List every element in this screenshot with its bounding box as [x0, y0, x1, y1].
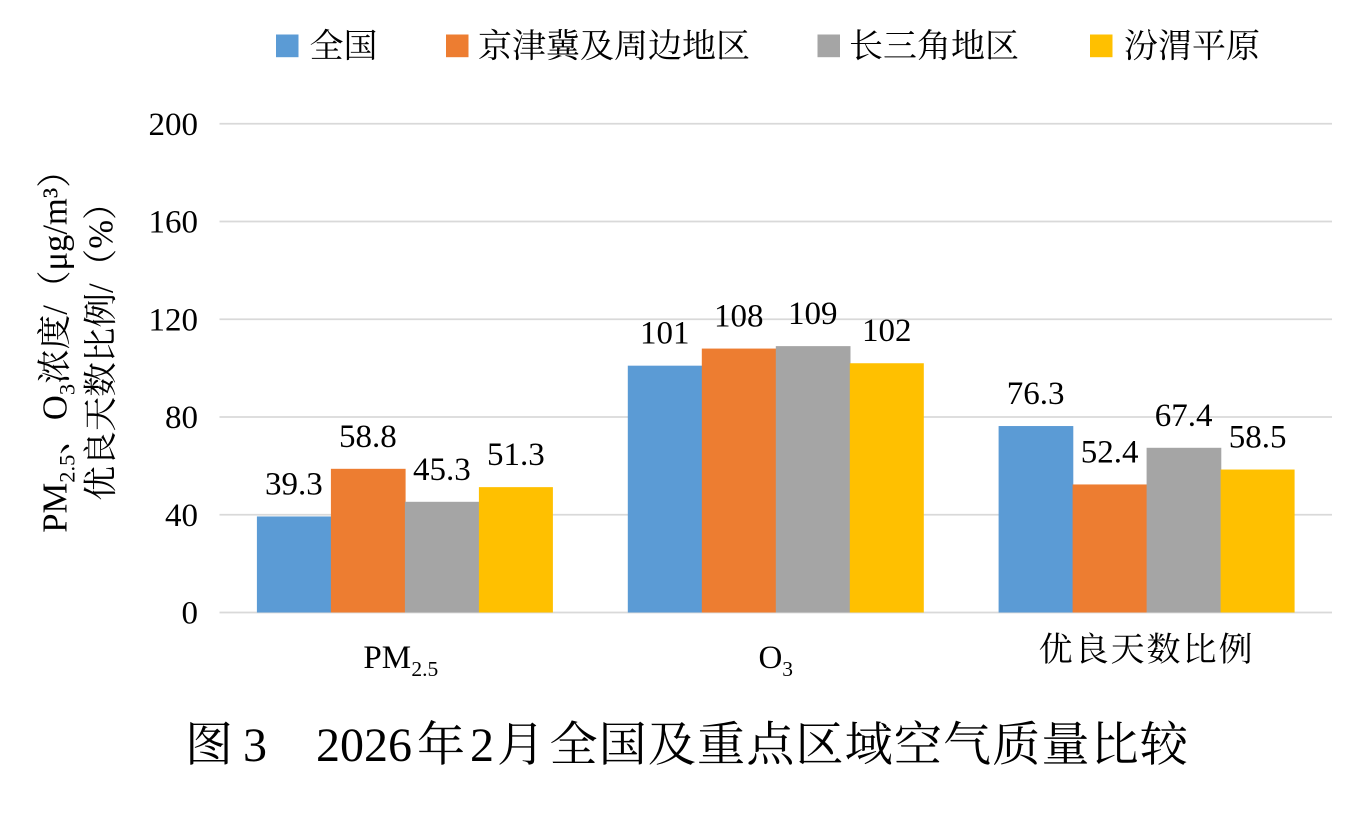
- svg-text:120: 120: [149, 302, 199, 338]
- svg-text:39.3: 39.3: [265, 466, 323, 502]
- svg-text:/: /: [83, 283, 121, 293]
- svg-text:108: 108: [714, 299, 764, 335]
- svg-text:52.4: 52.4: [1081, 434, 1139, 470]
- svg-text:μg/m³: μg/m³: [37, 188, 75, 271]
- svg-text:2026: 2026: [316, 719, 412, 772]
- svg-text:51.3: 51.3: [487, 437, 545, 473]
- svg-text:3: 3: [243, 719, 267, 772]
- svg-text:2.5: 2.5: [55, 455, 80, 483]
- svg-text:58.8: 58.8: [339, 419, 397, 455]
- svg-text:67.4: 67.4: [1155, 398, 1213, 434]
- svg-text:160: 160: [149, 205, 199, 241]
- svg-text:58.5: 58.5: [1229, 420, 1287, 456]
- svg-text:40: 40: [165, 498, 198, 534]
- svg-text:PM: PM: [37, 483, 75, 533]
- svg-text:2.5: 2.5: [411, 657, 438, 681]
- svg-text:76.3: 76.3: [1007, 376, 1065, 412]
- svg-text:O: O: [37, 395, 75, 420]
- svg-text:0: 0: [182, 596, 199, 632]
- svg-text:80: 80: [165, 400, 198, 436]
- svg-text:/: /: [37, 305, 75, 315]
- svg-text:101: 101: [640, 316, 690, 352]
- svg-text:45.3: 45.3: [413, 452, 471, 488]
- svg-text:%: %: [83, 220, 121, 249]
- svg-text:200: 200: [149, 107, 199, 143]
- svg-text:PM: PM: [363, 640, 411, 676]
- svg-text:109: 109: [788, 296, 838, 332]
- svg-text:2: 2: [470, 719, 494, 772]
- svg-text:3: 3: [782, 657, 793, 681]
- svg-text:O: O: [759, 640, 783, 676]
- svg-text:3: 3: [55, 384, 80, 395]
- svg-text:102: 102: [862, 313, 912, 349]
